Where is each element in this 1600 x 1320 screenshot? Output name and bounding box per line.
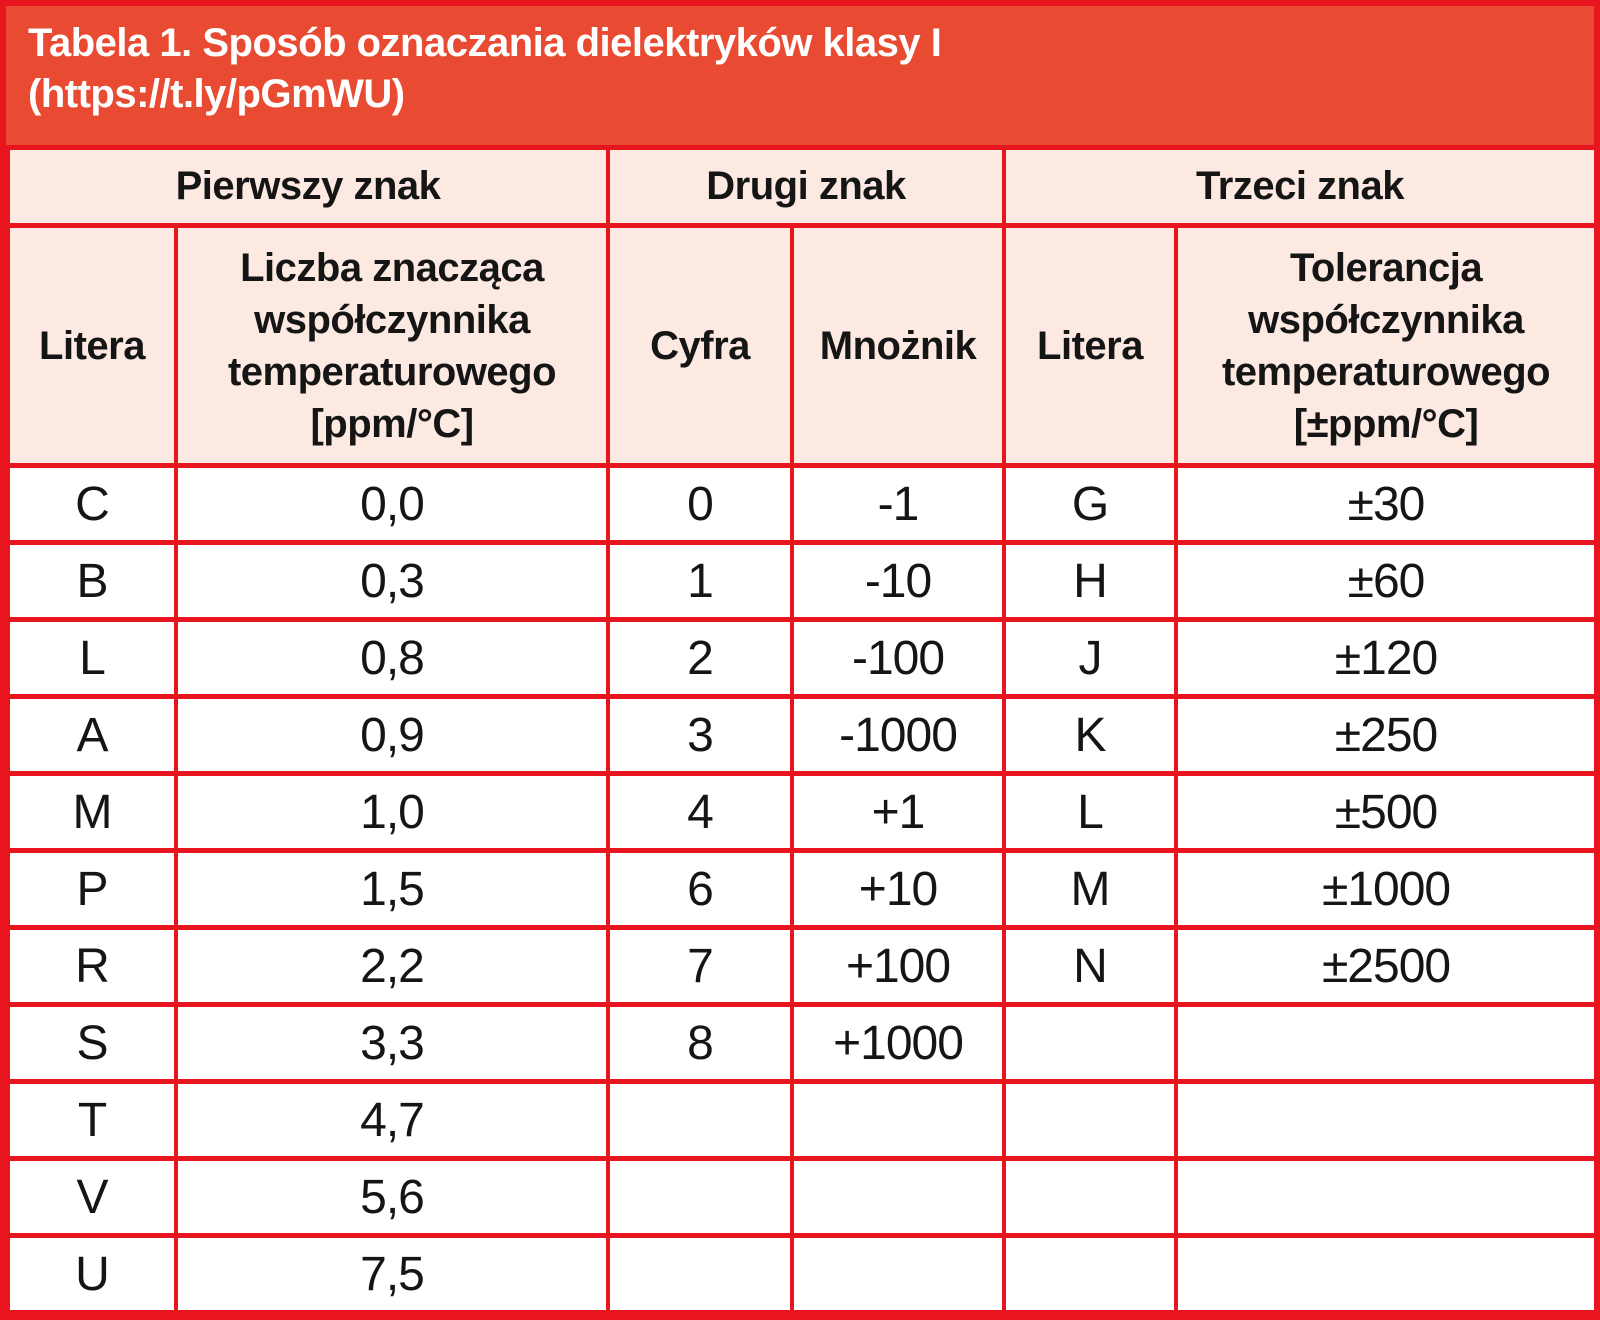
table-row: S 3,3 8 +1000 <box>6 1002 1599 1084</box>
cell <box>789 1156 1007 1238</box>
table-row: V 5,6 <box>6 1156 1599 1238</box>
cell: +1 <box>789 771 1007 853</box>
group-header-row: Pierwszy znak Drugi znak Trzeci znak <box>6 145 1599 228</box>
cell <box>606 1233 794 1315</box>
cell: -1000 <box>789 694 1007 776</box>
cell: T <box>6 1079 178 1161</box>
cell <box>1002 1002 1179 1084</box>
table-row: L 0,8 2 -100 J ±120 <box>6 617 1599 699</box>
cell: 0,3 <box>174 540 610 622</box>
cell <box>789 1233 1007 1315</box>
column-header-litera-1: Litera <box>6 223 178 468</box>
cell <box>1002 1079 1179 1161</box>
cell: ±1000 <box>1174 848 1599 930</box>
cell: ±30 <box>1174 463 1599 545</box>
cell: 3,3 <box>174 1002 610 1084</box>
group-header-pierwszy-znak: Pierwszy znak <box>6 145 610 228</box>
cell: -10 <box>789 540 1007 622</box>
cell: 7 <box>606 925 794 1007</box>
column-header-litera-2: Litera <box>1002 223 1179 468</box>
cell: U <box>6 1233 178 1315</box>
cell: L <box>1002 771 1179 853</box>
cell <box>1174 1079 1599 1161</box>
cell <box>1174 1156 1599 1238</box>
cell: G <box>1002 463 1179 545</box>
table-row: B 0,3 1 -10 H ±60 <box>6 540 1599 622</box>
table-title-url: (https://t.ly/pGmWU) <box>28 72 405 117</box>
cell <box>606 1079 794 1161</box>
cell: 8 <box>606 1002 794 1084</box>
column-header-row: Litera Liczba znacząca współczynnika tem… <box>6 223 1599 468</box>
cell: B <box>6 540 178 622</box>
table-row: A 0,9 3 -1000 K ±250 <box>6 694 1599 776</box>
cell <box>1174 1233 1599 1315</box>
table-row: P 1,5 6 +10 M ±1000 <box>6 848 1599 930</box>
cell: 3 <box>606 694 794 776</box>
table-row: U 7,5 <box>6 1233 1599 1315</box>
table-title: Tabela 1. Sposób oznaczania dielektryków… <box>28 21 942 65</box>
column-header-mnoznik: Mnożnik <box>789 223 1007 468</box>
column-header-liczba-znaczaca: Liczba znacząca współczynnika temperatur… <box>174 223 610 468</box>
cell: -1 <box>789 463 1007 545</box>
cell: 7,5 <box>174 1233 610 1315</box>
table-row: C 0,0 0 -1 G ±30 <box>6 463 1599 545</box>
cell: 1,0 <box>174 771 610 853</box>
cell: A <box>6 694 178 776</box>
column-header-tolerancja: Tolerancja współczynnika temperaturowego… <box>1174 223 1599 468</box>
cell: C <box>6 463 178 545</box>
cell <box>789 1079 1007 1161</box>
cell: ±250 <box>1174 694 1599 776</box>
column-header-cyfra: Cyfra <box>606 223 794 468</box>
cell: 6 <box>606 848 794 930</box>
cell: 0,0 <box>174 463 610 545</box>
cell: S <box>6 1002 178 1084</box>
cell: +10 <box>789 848 1007 930</box>
group-header-drugi-znak: Drugi znak <box>605 145 1007 228</box>
cell: M <box>6 771 178 853</box>
cell: ±2500 <box>1174 925 1599 1007</box>
cell: K <box>1002 694 1179 776</box>
cell <box>606 1156 794 1238</box>
cell: P <box>6 848 178 930</box>
cell: +1000 <box>789 1002 1007 1084</box>
table-row: M 1,0 4 +1 L ±500 <box>6 771 1599 853</box>
cell: H <box>1002 540 1179 622</box>
cell: 1 <box>606 540 794 622</box>
cell <box>1174 1002 1599 1084</box>
cell: ±500 <box>1174 771 1599 853</box>
cell: J <box>1002 617 1179 699</box>
cell: ±60 <box>1174 540 1599 622</box>
cell: 4 <box>606 771 794 853</box>
cell <box>1002 1233 1179 1315</box>
cell: +100 <box>789 925 1007 1007</box>
cell: 0 <box>606 463 794 545</box>
cell: 5,6 <box>174 1156 610 1238</box>
cell <box>1002 1156 1179 1238</box>
cell: V <box>6 1156 178 1238</box>
group-header-trzeci-znak: Trzeci znak <box>1002 145 1599 228</box>
table-row: R 2,2 7 +100 N ±2500 <box>6 925 1599 1007</box>
cell: M <box>1002 848 1179 930</box>
cell: 4,7 <box>174 1079 610 1161</box>
cell: 2,2 <box>174 925 610 1007</box>
cell: 1,5 <box>174 848 610 930</box>
table-row: T 4,7 <box>6 1079 1599 1161</box>
cell: 0,9 <box>174 694 610 776</box>
dielectric-marking-table: Pierwszy znak Drugi znak Trzeci znak Lit… <box>6 145 1599 1315</box>
table-title-band: Tabela 1. Sposób oznaczania dielektryków… <box>6 6 1594 145</box>
cell: N <box>1002 925 1179 1007</box>
cell: 0,8 <box>174 617 610 699</box>
cell: 2 <box>606 617 794 699</box>
cell: -100 <box>789 617 1007 699</box>
cell: ±120 <box>1174 617 1599 699</box>
cell: R <box>6 925 178 1007</box>
cell: L <box>6 617 178 699</box>
